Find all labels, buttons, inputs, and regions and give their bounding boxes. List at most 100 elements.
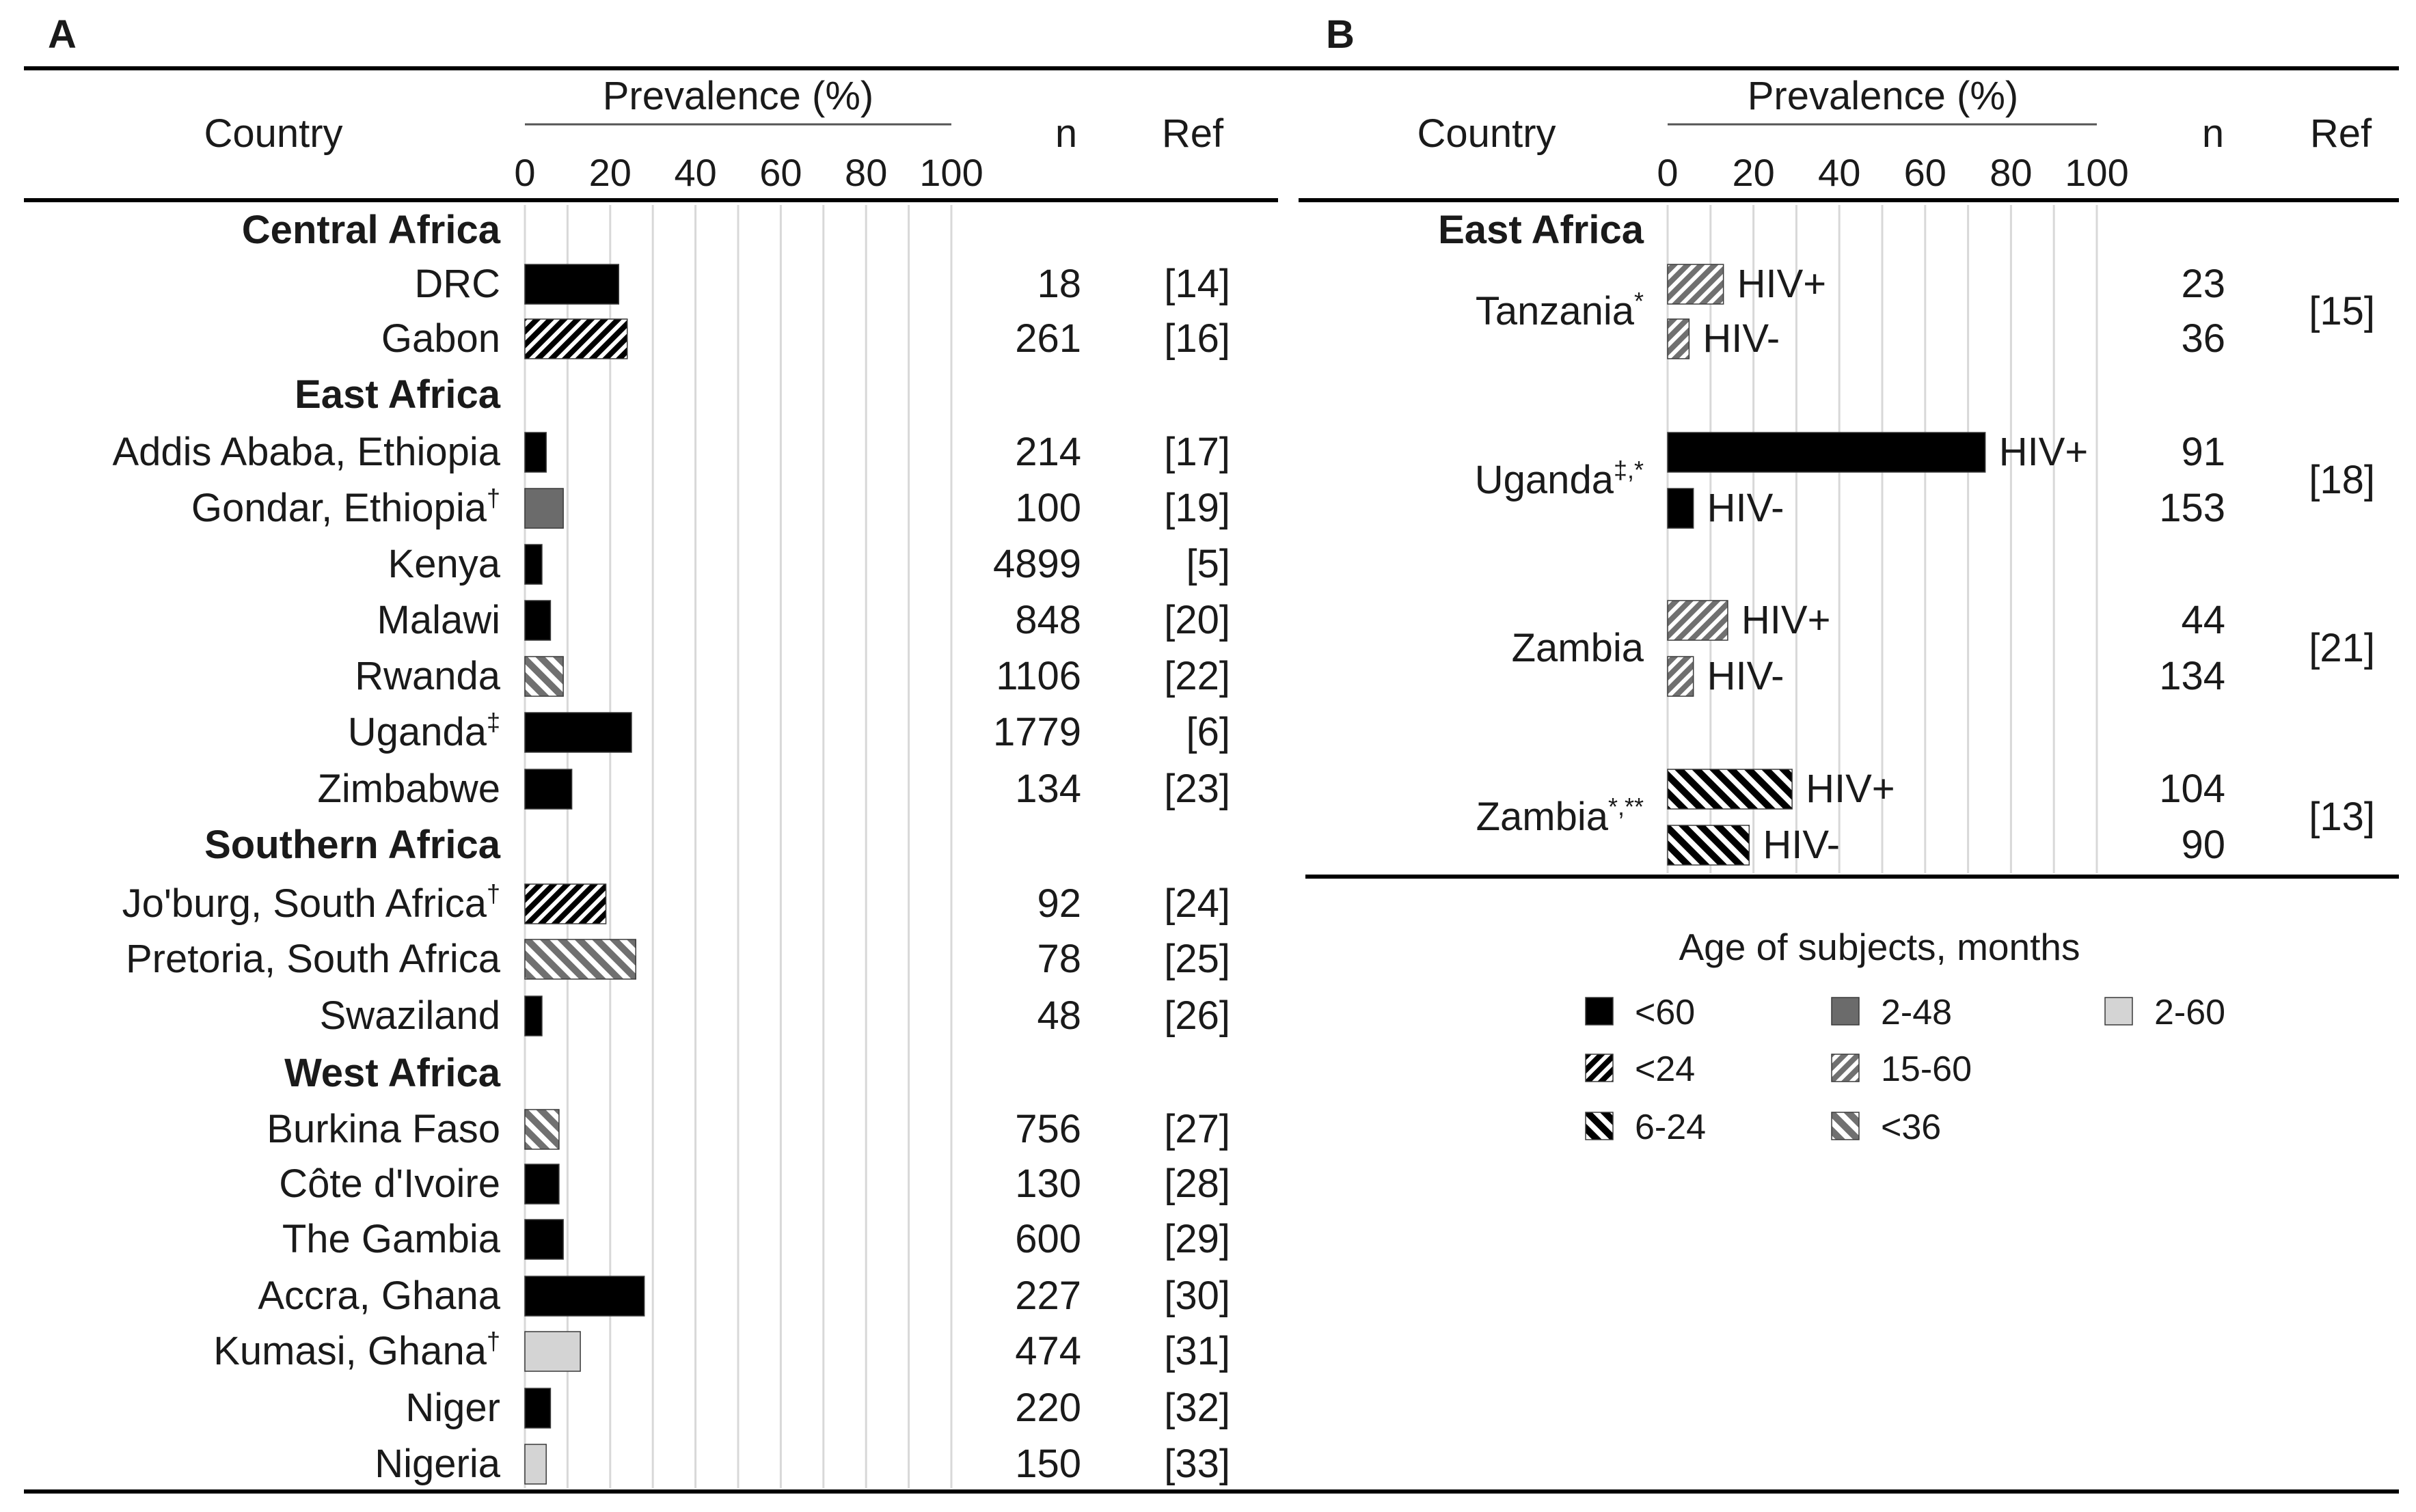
country-label: Tanzania*	[1476, 287, 1644, 333]
n-value: 153	[2159, 486, 2225, 530]
legend-title: Age of subjects, months	[1679, 926, 2080, 968]
ref-value: [19]	[1164, 486, 1230, 530]
country-name: Pretoria, South Africa	[126, 937, 501, 981]
hiv-status-label: HIV+	[1806, 767, 1895, 811]
country-name: Accra, Ghana	[258, 1274, 500, 1318]
n-value: 600	[1015, 1217, 1081, 1261]
n-value: 474	[1015, 1329, 1081, 1373]
country-name: Swaziland	[320, 993, 500, 1038]
b-tick-label: 80	[1990, 151, 2032, 194]
ref-value: [5]	[1186, 542, 1231, 586]
ref-value: [21]	[2309, 626, 2375, 670]
country-name: Uganda	[1475, 458, 1614, 502]
bar	[1667, 600, 1728, 641]
bar	[524, 318, 628, 359]
country-name: Jo'burg, South Africa	[122, 881, 487, 926]
prevalence-header-b: Prevalence (%)	[1748, 74, 2018, 118]
ref-value: [28]	[1164, 1162, 1230, 1206]
legend-swatch	[1831, 997, 1860, 1026]
hiv-status-label: HIV-	[1707, 486, 1784, 530]
country-footnote: ‡	[487, 708, 500, 736]
a-tick-label: 100	[919, 151, 983, 194]
legend-label: 2-48	[1881, 993, 1952, 1032]
ref-value: [6]	[1186, 710, 1231, 754]
n-value: 36	[2181, 316, 2225, 361]
b-tick-label: 40	[1818, 151, 1860, 194]
country-label: Zambia	[1512, 626, 1644, 670]
n-value: 214	[1015, 430, 1081, 474]
country-label: Rwanda	[355, 654, 501, 698]
ref-value: [33]	[1164, 1442, 1230, 1486]
country-label: Malawi	[377, 598, 501, 642]
country-name: Kenya	[388, 542, 501, 586]
bar	[524, 544, 543, 585]
country-label: Addis Ababa, Ethiopia	[112, 430, 500, 474]
region-label: Central Africa	[242, 208, 501, 252]
n-value: 92	[1037, 881, 1081, 926]
bar	[524, 1388, 552, 1429]
n-value: 90	[2181, 823, 2225, 867]
bar	[1667, 825, 1750, 866]
bar	[524, 600, 552, 641]
n-value: 91	[2181, 430, 2225, 474]
country-label: Côte d'Ivoire	[279, 1162, 500, 1206]
n-value: 261	[1015, 316, 1081, 361]
country-name: Gabon	[381, 316, 500, 361]
country-footnote: *,**	[1608, 793, 1644, 821]
legend-label: 6-24	[1635, 1108, 1706, 1147]
panel-b-letter: B	[1326, 12, 1355, 57]
legend-swatch	[2104, 997, 2133, 1026]
ref-header-a: Ref	[1162, 111, 1224, 156]
country-label: Jo'burg, South Africa†	[122, 879, 500, 926]
axis-ticks-b: 0 20 40 60 80 100	[1657, 151, 2128, 194]
country-label: Pretoria, South Africa	[126, 937, 501, 981]
n-value: 23	[2181, 262, 2225, 306]
n-value: 1106	[996, 654, 1081, 698]
ref-value: [24]	[1164, 881, 1230, 926]
n-value: 78	[1037, 937, 1081, 981]
country-name: Zambia	[1512, 626, 1644, 670]
gridlines-b	[1666, 205, 2098, 873]
hiv-status-label: HIV-	[1702, 316, 1780, 361]
bar	[524, 1331, 581, 1372]
country-name: Zambia	[1476, 795, 1609, 839]
country-label: Gondar, Ethiopia†	[191, 484, 500, 530]
gridlines-a	[524, 205, 953, 1488]
bar	[524, 1164, 560, 1205]
legend-label: 15-60	[1881, 1049, 1972, 1089]
country-label: Zambia*,**	[1476, 793, 1644, 839]
bar	[1667, 432, 1986, 473]
ref-value: [13]	[2309, 795, 2375, 839]
n-header-b: n	[2202, 111, 2224, 156]
bar	[1667, 769, 1793, 810]
ref-value: [15]	[2309, 289, 2375, 333]
n-value: 18	[1037, 262, 1081, 306]
country-label: Kenya	[388, 542, 501, 586]
legend-swatch	[1585, 1112, 1614, 1140]
legend-label: <60	[1635, 993, 1695, 1032]
bar	[524, 1219, 564, 1260]
bar	[1667, 656, 1694, 697]
country-label: Niger	[405, 1386, 500, 1430]
n-value: 150	[1015, 1442, 1081, 1486]
panel-a-header: Country Prevalence (%) n Ref 0 20 40 60 80 10…	[204, 74, 1224, 194]
country-name: Rwanda	[355, 654, 501, 698]
region-label: East Africa	[1438, 208, 1644, 252]
b-tick-label: 0	[1657, 151, 1678, 194]
hiv-status-label: HIV+	[1737, 262, 1827, 306]
region-label: West Africa	[284, 1051, 501, 1095]
country-name: Nigeria	[375, 1442, 500, 1486]
country-name: Burkina Faso	[267, 1107, 500, 1151]
country-header-b: Country	[1417, 111, 1556, 156]
a-tick-label: 80	[845, 151, 887, 194]
ref-value: [27]	[1164, 1107, 1230, 1151]
ref-value: [16]	[1164, 316, 1230, 361]
country-label: Gabon	[381, 316, 500, 361]
ref-value: [22]	[1164, 654, 1230, 698]
n-value: 104	[2159, 767, 2225, 811]
n-value: 48	[1037, 993, 1081, 1038]
country-name: Côte d'Ivoire	[279, 1162, 500, 1206]
panel-b-rows: East Africa Tanzania* [15] HIV+ 23 HIV- 36 Ugan…	[1438, 208, 2375, 867]
a-tick-label: 0	[514, 151, 535, 194]
